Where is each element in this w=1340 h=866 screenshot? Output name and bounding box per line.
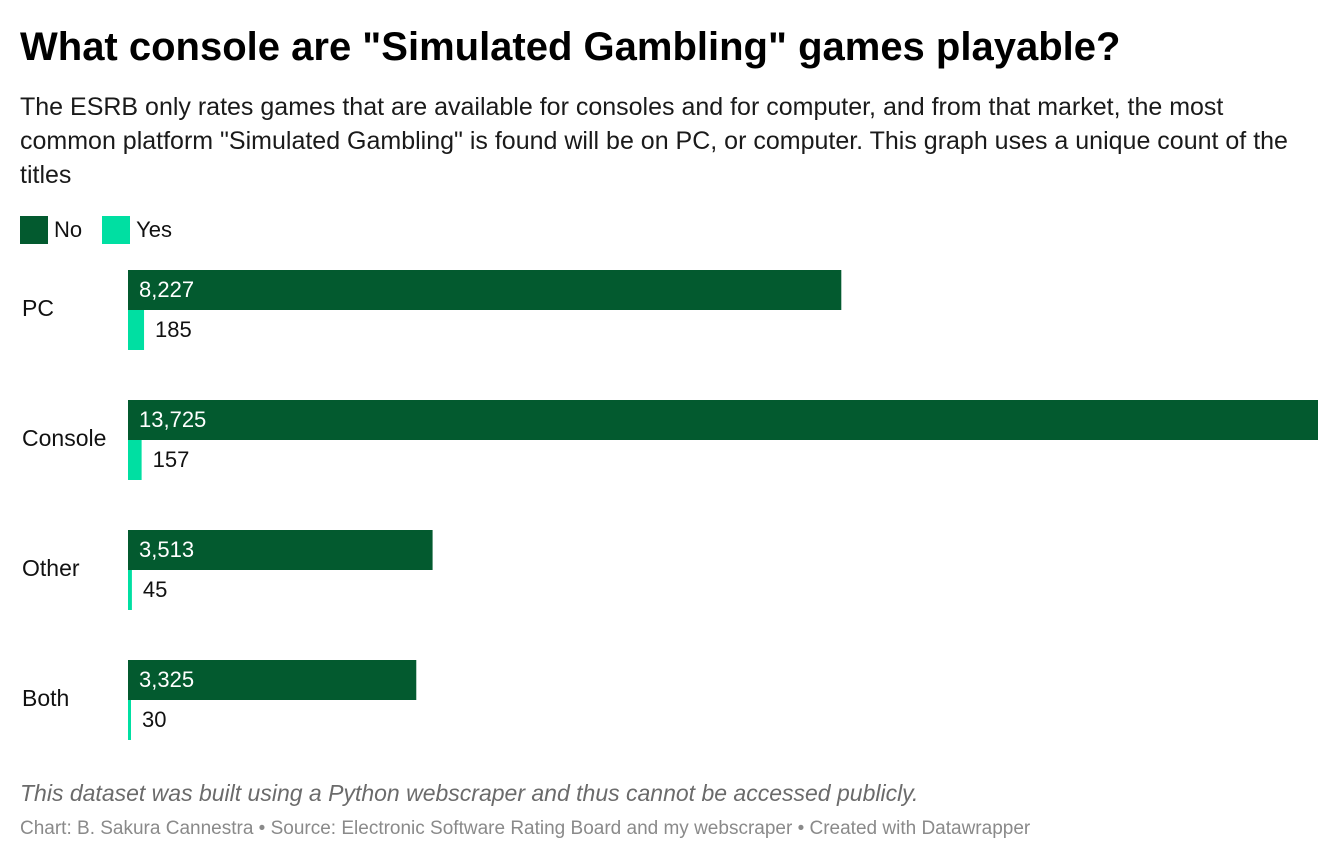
chart-credits: Chart: B. Sakura Cannestra • Source: Ele… bbox=[20, 818, 1031, 839]
legend-label-yes: Yes bbox=[136, 217, 173, 242]
data-label-other-no: 3,513 bbox=[139, 537, 194, 562]
bar-console-yes bbox=[128, 440, 142, 480]
bar-other-no bbox=[128, 530, 433, 570]
legend: No Yes bbox=[20, 214, 172, 246]
chart-note: This dataset was built using a Python we… bbox=[20, 780, 919, 806]
data-label-pc-yes: 185 bbox=[155, 317, 192, 342]
chart-subtitle: The ESRB only rates games that are avail… bbox=[20, 93, 1288, 189]
data-label-both-no: 3,325 bbox=[139, 667, 194, 692]
bar-other-yes bbox=[128, 570, 132, 610]
category-label-both: Both bbox=[22, 685, 69, 711]
bar-chart: PC 8,227 185 Console 13,725 157 Other 3,513 45 Bo… bbox=[22, 270, 1318, 740]
legend-item-no: No bbox=[20, 216, 82, 244]
category-label-console: Console bbox=[22, 425, 106, 451]
legend-label-no: No bbox=[54, 217, 83, 242]
data-label-console-no: 13,725 bbox=[139, 407, 206, 432]
bar-both-yes bbox=[128, 700, 131, 740]
chart-title: What console are "Simulated Gambling" ga… bbox=[20, 25, 1121, 69]
data-label-other-yes: 45 bbox=[143, 577, 167, 602]
data-label-console-yes: 157 bbox=[153, 447, 190, 472]
category-label-other: Other bbox=[22, 555, 80, 581]
bar-console-no bbox=[128, 400, 1318, 440]
legend-swatch-no bbox=[20, 216, 48, 244]
bar-pc-no bbox=[128, 270, 842, 310]
bar-both-no bbox=[128, 660, 417, 700]
legend-swatch-yes bbox=[102, 216, 131, 244]
bar-pc-yes bbox=[128, 310, 145, 350]
legend-item-yes: Yes bbox=[102, 216, 172, 244]
category-label-pc: PC bbox=[22, 295, 54, 321]
data-label-pc-no: 8,227 bbox=[139, 277, 194, 302]
data-label-both-yes: 30 bbox=[142, 707, 166, 732]
